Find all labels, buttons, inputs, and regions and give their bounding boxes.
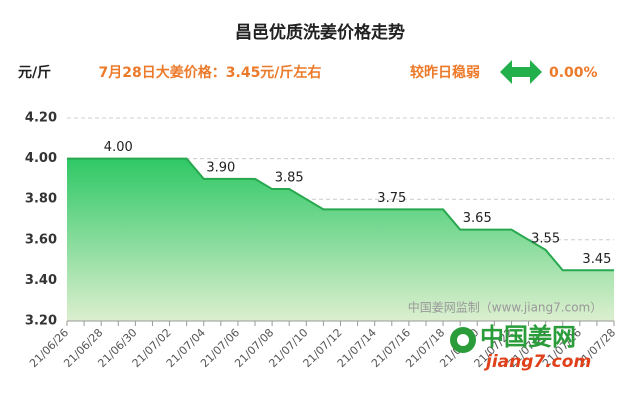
- y-unit: 元/斤: [18, 64, 51, 81]
- data-label: 3.75: [377, 191, 406, 206]
- line: [67, 157, 614, 272]
- change-text: 较昨日稳弱: [410, 64, 480, 81]
- subtitle: 7月28日大姜价格：3.45元/斤左右: [99, 64, 322, 81]
- y-tick-label: 3.80: [25, 192, 57, 207]
- logo-url: jiang7.com: [483, 352, 591, 372]
- y-tick-label: 3.60: [25, 232, 57, 247]
- y-tick-label: 3.40: [25, 273, 57, 288]
- area: [67, 158, 614, 321]
- data-label: 4.00: [104, 140, 133, 155]
- change-value: 0.00%: [549, 65, 598, 81]
- data-label: 3.45: [582, 252, 611, 267]
- y-tick-label: 4.20: [25, 111, 57, 126]
- data-label: 3.85: [275, 171, 304, 186]
- chart-title: 昌邑优质洗姜价格走势: [235, 22, 405, 43]
- y-tick-label: 4.00: [25, 151, 57, 166]
- data-label: 3.90: [206, 160, 235, 175]
- y-tick-label: 3.20: [25, 314, 57, 329]
- logo: 中国姜网 jiang7.com: [450, 323, 591, 372]
- data-label: 3.65: [463, 211, 492, 226]
- change-icon: [500, 60, 542, 84]
- data-label: 3.55: [531, 231, 560, 246]
- logo-name: 中国姜网: [480, 323, 576, 351]
- watermark: 中国姜网监制（www.jiang7.com）: [408, 300, 602, 315]
- logo-icon: [457, 334, 469, 346]
